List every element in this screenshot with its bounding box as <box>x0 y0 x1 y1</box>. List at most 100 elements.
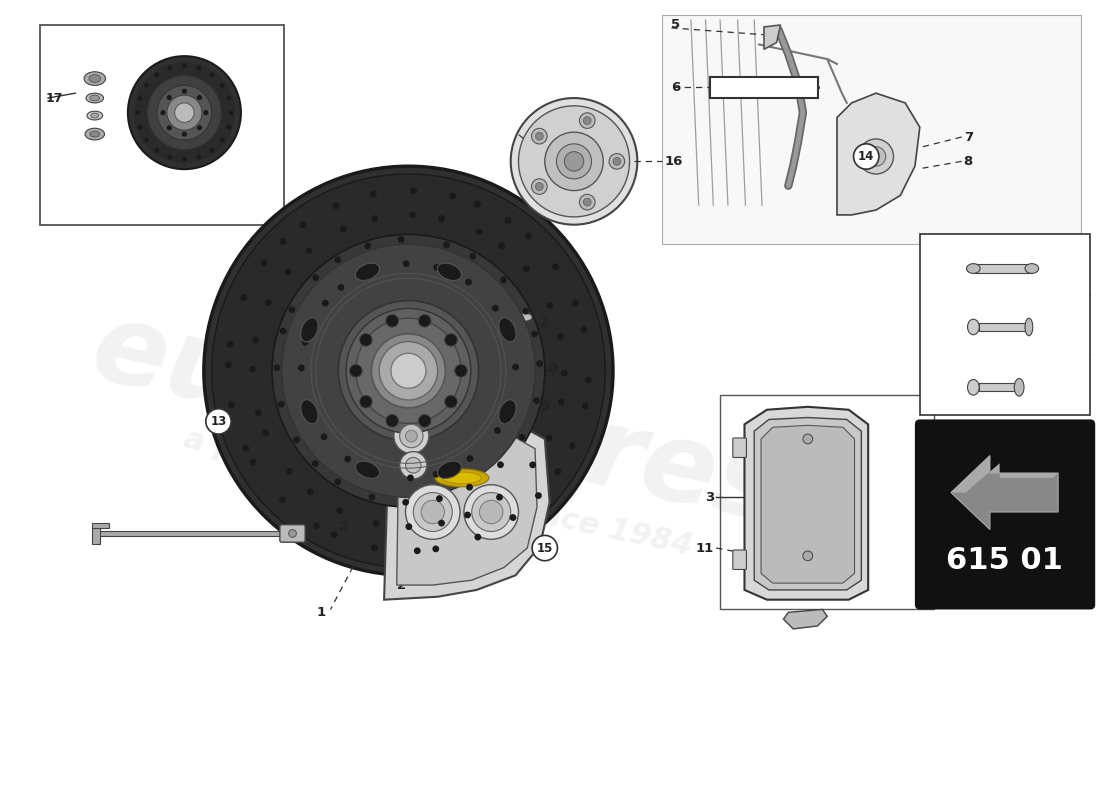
Circle shape <box>418 314 431 327</box>
Circle shape <box>497 462 504 468</box>
Text: 615 01: 615 01 <box>946 546 1063 575</box>
Circle shape <box>360 334 372 346</box>
Circle shape <box>438 520 446 526</box>
Text: 9: 9 <box>540 400 549 414</box>
Text: 14: 14 <box>858 150 874 163</box>
Circle shape <box>525 233 531 240</box>
Circle shape <box>421 500 444 524</box>
Circle shape <box>407 474 414 482</box>
Circle shape <box>373 520 380 526</box>
Circle shape <box>582 402 588 410</box>
Circle shape <box>474 201 481 208</box>
Circle shape <box>379 342 438 400</box>
Circle shape <box>197 154 201 159</box>
Circle shape <box>444 395 458 408</box>
Bar <box>979 383 1019 391</box>
Circle shape <box>472 493 510 531</box>
Circle shape <box>364 242 371 249</box>
Circle shape <box>299 222 306 228</box>
Circle shape <box>334 478 341 485</box>
Circle shape <box>322 300 329 306</box>
Circle shape <box>274 364 280 371</box>
Circle shape <box>278 401 285 408</box>
Text: 12: 12 <box>340 438 358 450</box>
Circle shape <box>227 125 231 130</box>
Ellipse shape <box>355 461 380 478</box>
Circle shape <box>398 236 405 243</box>
Circle shape <box>167 66 173 70</box>
Circle shape <box>858 139 893 174</box>
Circle shape <box>332 202 339 210</box>
Circle shape <box>331 531 338 538</box>
Circle shape <box>334 256 341 263</box>
Circle shape <box>554 468 561 475</box>
Circle shape <box>160 110 166 115</box>
Circle shape <box>293 436 300 443</box>
Circle shape <box>403 260 409 267</box>
Ellipse shape <box>300 318 318 342</box>
Circle shape <box>346 309 471 433</box>
Bar <box>41 25 284 225</box>
Circle shape <box>220 138 224 142</box>
Circle shape <box>250 458 256 466</box>
Circle shape <box>228 402 235 408</box>
Circle shape <box>261 259 267 266</box>
Circle shape <box>340 226 346 233</box>
Bar <box>92 526 100 544</box>
Circle shape <box>272 234 544 507</box>
Ellipse shape <box>1025 318 1033 336</box>
Circle shape <box>166 94 173 101</box>
Circle shape <box>433 264 440 271</box>
Circle shape <box>288 306 296 313</box>
Ellipse shape <box>84 72 106 86</box>
Circle shape <box>558 398 564 406</box>
Circle shape <box>564 152 584 171</box>
Circle shape <box>350 365 362 377</box>
Ellipse shape <box>86 93 103 103</box>
Text: 2: 2 <box>397 398 406 411</box>
Circle shape <box>197 125 202 130</box>
Circle shape <box>390 354 426 388</box>
Circle shape <box>854 144 879 169</box>
Circle shape <box>580 113 595 128</box>
Circle shape <box>406 485 460 539</box>
Text: 2: 2 <box>540 315 549 329</box>
Ellipse shape <box>498 400 516 424</box>
Ellipse shape <box>89 74 100 82</box>
Polygon shape <box>397 422 537 585</box>
Circle shape <box>360 395 372 408</box>
Text: 16: 16 <box>664 155 683 168</box>
Text: eurospares: eurospares <box>82 294 792 545</box>
Circle shape <box>282 244 535 498</box>
Text: 1: 1 <box>317 606 326 619</box>
Text: 3: 3 <box>705 491 714 504</box>
Text: 10: 10 <box>540 362 559 375</box>
Ellipse shape <box>968 319 979 334</box>
Circle shape <box>301 339 308 346</box>
Circle shape <box>337 507 343 514</box>
Circle shape <box>255 410 262 416</box>
Circle shape <box>531 330 538 338</box>
Circle shape <box>492 305 498 312</box>
Circle shape <box>371 544 377 551</box>
Text: 13: 13 <box>925 381 942 394</box>
Circle shape <box>496 494 503 501</box>
Circle shape <box>227 96 231 101</box>
Text: 17: 17 <box>45 91 63 105</box>
Circle shape <box>537 360 543 367</box>
Circle shape <box>546 434 552 442</box>
Circle shape <box>557 333 564 340</box>
Circle shape <box>144 82 148 88</box>
Circle shape <box>138 96 142 101</box>
Circle shape <box>544 132 603 190</box>
Ellipse shape <box>300 400 318 424</box>
Circle shape <box>803 551 813 561</box>
Circle shape <box>507 334 514 341</box>
Bar <box>720 395 934 610</box>
Circle shape <box>339 301 478 441</box>
Circle shape <box>522 308 529 314</box>
Bar <box>974 264 1032 274</box>
Circle shape <box>302 400 310 407</box>
Circle shape <box>406 430 417 442</box>
Circle shape <box>470 253 476 259</box>
